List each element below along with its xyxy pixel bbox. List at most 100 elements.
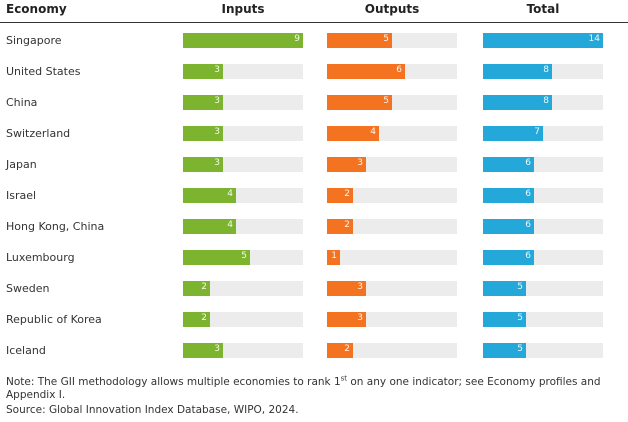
economy-label: Republic of Korea — [6, 313, 102, 326]
inputs-bar-track: 2 — [183, 281, 303, 296]
footnote-suffix: on any one indicator; see Economy profil… — [6, 376, 601, 401]
outputs-value-label: 3 — [357, 282, 363, 292]
outputs-bar-track: 1 — [327, 250, 457, 265]
outputs-bar-track: 3 — [327, 312, 457, 327]
outputs-bar-track: 6 — [327, 64, 457, 79]
outputs-bar — [327, 312, 366, 327]
outputs-bar — [327, 95, 392, 110]
economy-label: Iceland — [6, 344, 46, 357]
total-bar — [483, 219, 534, 234]
inputs-bar-track: 3 — [183, 64, 303, 79]
economy-label: Sweden — [6, 282, 50, 295]
inputs-bar — [183, 64, 223, 79]
inputs-bar — [183, 126, 223, 141]
inputs-bar — [183, 312, 210, 327]
footnote-superscript: st — [340, 374, 348, 383]
total-bar — [483, 250, 534, 265]
inputs-bar — [183, 343, 223, 358]
inputs-value-label: 9 — [294, 34, 300, 44]
table-row: Hong Kong, China 4 2 6 — [0, 218, 628, 249]
total-value-label: 8 — [543, 65, 549, 75]
outputs-bar — [327, 157, 366, 172]
inputs-bar-track: 3 — [183, 157, 303, 172]
outputs-value-label: 2 — [344, 344, 350, 354]
inputs-value-label: 3 — [214, 96, 220, 106]
outputs-bar — [327, 64, 405, 79]
inputs-bar — [183, 281, 210, 296]
inputs-bar-track: 3 — [183, 343, 303, 358]
inputs-bar — [183, 33, 303, 48]
total-bar-track: 8 — [483, 64, 603, 79]
total-column-header: Total — [526, 2, 560, 16]
total-bar-track: 6 — [483, 188, 603, 203]
inputs-bar-track: 4 — [183, 188, 303, 203]
economy-label: United States — [6, 65, 81, 78]
outputs-bar-track: 3 — [327, 281, 457, 296]
total-bar-track: 6 — [483, 157, 603, 172]
outputs-value-label: 6 — [396, 65, 402, 75]
economy-label: Israel — [6, 189, 37, 202]
total-value-label: 6 — [525, 220, 531, 230]
outputs-bar-track: 5 — [327, 95, 457, 110]
inputs-value-label: 4 — [227, 220, 233, 230]
outputs-bar — [327, 281, 366, 296]
outputs-value-label: 5 — [383, 34, 389, 44]
outputs-value-label: 5 — [383, 96, 389, 106]
economy-label: Switzerland — [6, 127, 71, 140]
economy-column-header: Economy — [6, 2, 67, 16]
inputs-bar-track: 2 — [183, 312, 303, 327]
outputs-bar-track: 5 — [327, 33, 457, 48]
total-value-label: 7 — [534, 127, 540, 137]
total-bar-track: 5 — [483, 281, 603, 296]
total-bar-track: 14 — [483, 33, 603, 48]
footnote: Note: The GII methodology allows multipl… — [6, 374, 606, 402]
inputs-value-label: 3 — [214, 344, 220, 354]
table-row: Switzerland 3 4 7 — [0, 125, 628, 156]
total-bar-track: 5 — [483, 312, 603, 327]
total-bar — [483, 312, 526, 327]
inputs-bar — [183, 250, 250, 265]
total-value-label: 6 — [525, 158, 531, 168]
total-bar-track: 8 — [483, 95, 603, 110]
outputs-bar-track: 4 — [327, 126, 457, 141]
total-value-label: 5 — [517, 282, 523, 292]
inputs-value-label: 5 — [241, 251, 247, 261]
total-value-label: 6 — [525, 189, 531, 199]
outputs-value-label: 2 — [344, 220, 350, 230]
total-bar — [483, 343, 526, 358]
total-bar — [483, 126, 543, 141]
inputs-value-label: 3 — [214, 127, 220, 137]
outputs-column-header: Outputs — [364, 2, 420, 16]
table-header: Economy Inputs Outputs Total — [0, 0, 628, 22]
total-bar — [483, 157, 534, 172]
table-row: Singapore 9 5 14 — [0, 32, 628, 63]
total-bar — [483, 64, 552, 79]
total-bar-track: 7 — [483, 126, 603, 141]
table-row: United States 3 6 8 — [0, 63, 628, 94]
outputs-bar-track: 3 — [327, 157, 457, 172]
economy-label: Singapore — [6, 34, 62, 47]
outputs-value-label: 2 — [344, 189, 350, 199]
total-bar — [483, 95, 552, 110]
inputs-bar-track: 3 — [183, 95, 303, 110]
inputs-value-label: 2 — [201, 313, 207, 323]
inputs-bar-track: 5 — [183, 250, 303, 265]
footnote-prefix: Note: The GII methodology allows multipl… — [6, 376, 341, 388]
economy-label: China — [6, 96, 38, 109]
inputs-value-label: 3 — [214, 158, 220, 168]
outputs-bar-track: 2 — [327, 343, 457, 358]
inputs-bar-track: 4 — [183, 219, 303, 234]
inputs-column-header: Inputs — [221, 2, 265, 16]
header-divider — [0, 22, 628, 23]
total-bar — [483, 33, 603, 48]
outputs-bar — [327, 250, 340, 265]
outputs-value-label: 3 — [357, 158, 363, 168]
source-line: Source: Global Innovation Index Database… — [6, 404, 299, 416]
inputs-bar-track: 3 — [183, 126, 303, 141]
table-row: Sweden 2 3 5 — [0, 280, 628, 311]
table-row: Israel 4 2 6 — [0, 187, 628, 218]
table-row: Japan 3 3 6 — [0, 156, 628, 187]
total-value-label: 5 — [517, 313, 523, 323]
outputs-bar — [327, 33, 392, 48]
total-bar-track: 5 — [483, 343, 603, 358]
